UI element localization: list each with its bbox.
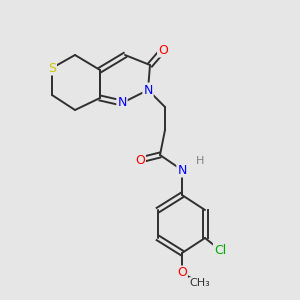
Text: N: N: [177, 164, 187, 176]
Text: Cl: Cl: [214, 244, 226, 256]
Text: N: N: [143, 83, 153, 97]
Text: CH₃: CH₃: [190, 278, 210, 288]
Text: S: S: [48, 61, 56, 74]
Text: O: O: [177, 266, 187, 280]
Text: O: O: [135, 154, 145, 166]
Text: H: H: [196, 156, 204, 166]
Text: N: N: [117, 97, 127, 110]
Text: O: O: [158, 44, 168, 56]
